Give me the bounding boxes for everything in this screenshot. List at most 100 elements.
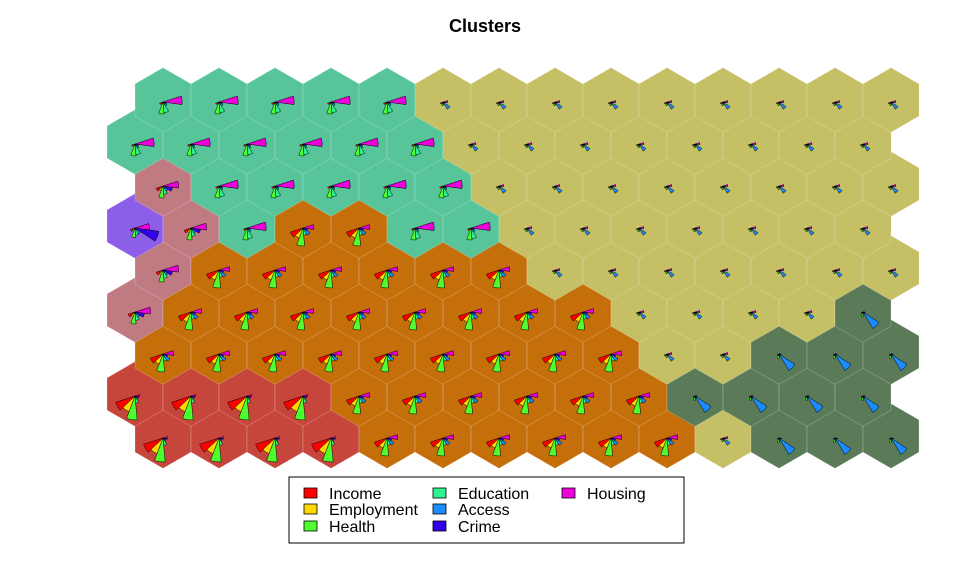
segment-glyph [551,184,563,194]
segment-income [486,353,500,364]
segment-housing [750,310,757,313]
segment-glyph [719,184,731,194]
segment-income [206,269,220,280]
segment-housing [610,434,623,440]
segment-health [382,185,389,199]
segment-housing [694,395,697,397]
segment-access [610,185,619,194]
segment-access [302,311,311,320]
segment-income [171,395,192,411]
segment-glyph [635,226,647,236]
segment-access [526,227,535,236]
segment-housing [666,352,673,355]
legend-box [288,476,685,544]
segment-housing [302,137,323,147]
chart-title: Clusters [449,16,521,36]
segment-housing [134,223,150,231]
segment-housing [610,184,617,187]
segment-income [262,353,276,364]
segment-access [470,311,479,320]
segment-glyph [374,350,399,373]
segment-glyph [803,310,815,320]
segment-access [778,269,787,278]
segment-access [890,353,908,371]
segment-glyph [214,179,239,199]
segment-glyph [514,392,539,415]
segment-access [526,311,535,320]
segment-glyph [402,392,427,415]
segment-housing [890,437,893,439]
segment-health [324,269,333,289]
segment-housing [274,350,287,356]
segment-glyph [438,179,463,199]
segment-housing [554,100,561,103]
segment-glyph [495,100,507,110]
segment-access [470,227,476,233]
segment-access [806,395,824,413]
segment-glyph [831,268,843,278]
segment-health [352,227,361,247]
segment-income [234,311,248,322]
legend-label-employment: Employment [329,502,418,519]
segment-glyph [171,394,197,421]
segment-glyph [570,392,595,415]
segment-housing [414,308,427,314]
segment-glyph [234,308,259,331]
segment-housing [470,392,483,398]
segment-income [311,437,332,453]
segment-housing [526,308,539,314]
segment-housing [190,137,211,147]
segment-glyph [486,350,511,373]
segment-income [155,185,164,192]
segment-income [626,395,640,406]
segment-health [324,353,333,373]
segment-access [778,101,787,110]
segment-health [130,311,137,325]
segment-health [294,395,306,421]
segment-glyph [262,350,287,373]
segment-glyph [346,392,371,415]
segment-access [274,101,280,107]
segment-health [270,101,277,115]
segment-housing [330,350,343,356]
segment-access [638,143,647,152]
segment-glyph [654,434,679,457]
segment-access [582,227,591,236]
segment-health [492,353,501,373]
segment-income [542,437,556,448]
segment-housing [834,437,837,439]
segment-health [322,437,334,463]
segment-glyph [748,395,768,413]
segment-glyph [318,350,343,373]
segment-glyph [860,395,880,413]
segment-health [182,395,194,421]
segment-access [722,353,731,362]
segment-income [155,269,164,276]
segment-housing [330,179,351,189]
segment-glyph [626,392,651,415]
segment-housing [638,226,645,229]
segment-access [554,185,563,194]
segment-income [283,395,304,411]
segment-health [492,437,501,457]
segment-housing [806,142,813,145]
segment-glyph [283,394,309,421]
segment-housing [498,350,511,356]
segment-income [458,395,472,406]
segment-access [442,269,451,278]
segment-housing [498,434,511,440]
segment-access [806,227,815,236]
segment-glyph [579,142,591,152]
segment-income [290,227,304,238]
segment-housing [890,100,897,103]
segment-health [298,143,305,157]
segment-housing [358,392,371,398]
segment-glyph [430,350,455,373]
segment-glyph [691,226,703,236]
segment-glyph [691,142,703,152]
segment-glyph [402,308,427,331]
segment-glyph [859,142,871,152]
segment-health [184,311,193,331]
segment-housing [582,308,595,314]
legend-label-education: Education [458,486,529,503]
